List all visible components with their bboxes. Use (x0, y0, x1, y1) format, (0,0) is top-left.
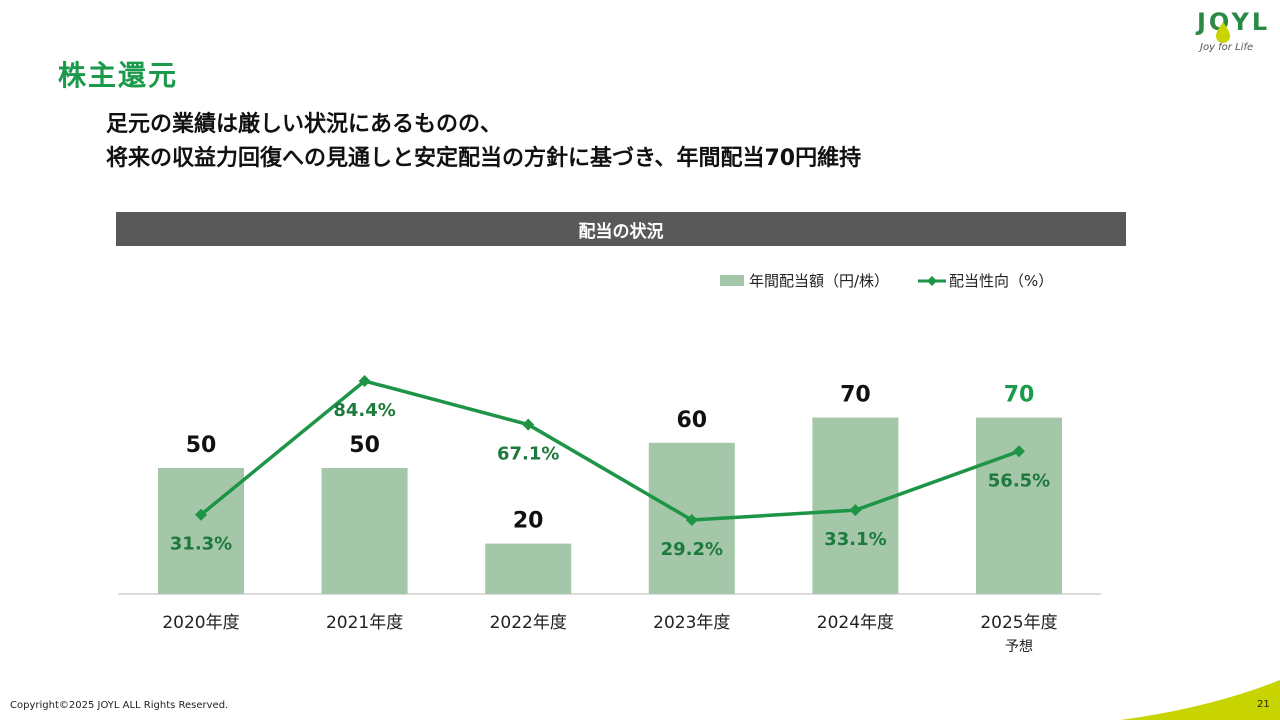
bar-value-label: 60 (676, 408, 707, 433)
category-label: 2020年度 (162, 613, 239, 633)
legend-bar-label: 年間配当額（円/株） (749, 272, 889, 290)
line-marker (1013, 445, 1025, 458)
payout-ratio-line (199, 379, 1020, 522)
line-value-label: 29.2% (661, 539, 723, 560)
legend-bar-swatch (720, 275, 744, 286)
corner-accent (1120, 680, 1280, 720)
category-label: 2024年度 (817, 613, 894, 633)
line-value-label: 84.4% (333, 400, 395, 421)
category-label: 2025年度 (980, 613, 1057, 633)
section-header: 配当の状況 (116, 212, 1126, 246)
category-label: 2022年度 (490, 613, 567, 633)
joyl-logo: JOYL (1197, 8, 1271, 36)
copyright: Copyright©2025 JOYL ALL Rights Reserved. (10, 700, 229, 711)
line-value-label: 67.1% (497, 444, 559, 465)
page-number: 21 (1257, 699, 1270, 710)
bar-2022年度 (485, 543, 572, 594)
line-value-label: 31.3% (170, 534, 232, 555)
bar-value-label: 70 (840, 383, 871, 408)
legend-line-marker (927, 276, 937, 286)
line-marker (849, 504, 862, 517)
bar-2021年度 (321, 468, 408, 594)
bar-value-label: 50 (186, 433, 217, 458)
bar-2025年度 (976, 417, 1062, 594)
line-value-label: 56.5% (988, 470, 1050, 491)
bar-2020年度 (158, 468, 244, 594)
line-marker (358, 375, 371, 387)
headline: 足元の業績は厳しい状況にあるものの、 将来の収益力回復への見通しと安定配当の方針… (106, 108, 861, 176)
legend-line-label: 配当性向（%） (949, 272, 1053, 290)
bar-value-label: 70 (1004, 383, 1035, 408)
page-title: 株主還元 (58, 59, 179, 92)
bar-value-label: 20 (513, 509, 544, 534)
category-note: 予想 (1005, 639, 1033, 655)
logo-tagline: Joy for Life (1200, 42, 1254, 53)
headline-line-1: 足元の業績は厳しい状況にあるものの、 (106, 112, 503, 137)
category-label: 2021年度 (326, 613, 403, 633)
line-marker (522, 418, 535, 431)
section-title: 配当の状況 (578, 221, 664, 242)
headline-line-2: 将来の収益力回復への見通しと安定配当の方針に基づき、年間配当70円維持 (106, 146, 862, 171)
line-marker (685, 514, 698, 526)
category-label: 2023年度 (653, 613, 730, 633)
line-marker (195, 508, 207, 521)
line-value-label: 33.1% (824, 529, 886, 550)
bar-value-label: 50 (349, 433, 380, 458)
